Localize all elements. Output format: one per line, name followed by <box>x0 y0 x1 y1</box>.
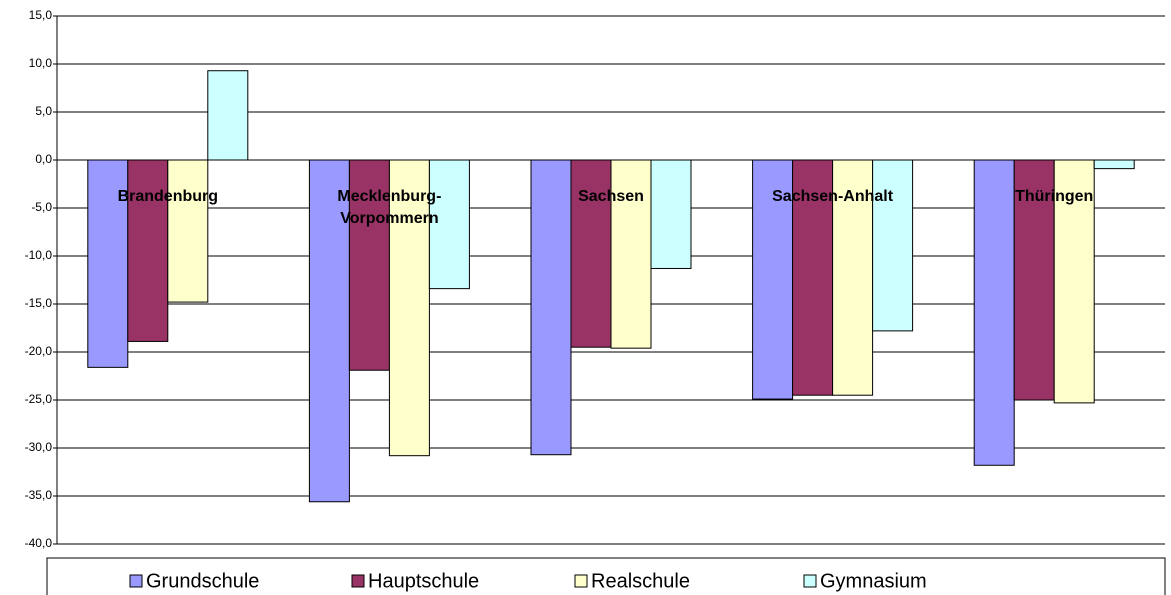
y-tick-label: -20,0 <box>25 344 53 358</box>
legend-label: Hauptschule <box>368 570 479 592</box>
y-tick-label: 5,0 <box>35 104 52 118</box>
bar <box>610 159 652 349</box>
bar <box>1093 159 1135 170</box>
category-label: Sachsen-Anhalt <box>772 188 894 205</box>
bar <box>832 159 874 396</box>
bar <box>348 159 390 371</box>
y-tick-label: -35,0 <box>25 488 53 502</box>
legend-swatch <box>351 574 365 588</box>
bar <box>530 159 572 456</box>
y-tick-label: -25,0 <box>25 392 53 406</box>
y-tick-label: 10,0 <box>29 56 53 70</box>
category-label: Sachsen <box>578 188 644 205</box>
category-label: Thüringen <box>1015 188 1093 205</box>
bar <box>650 159 692 269</box>
bar <box>428 159 470 290</box>
y-tick-label: -30,0 <box>25 440 53 454</box>
legend-swatch <box>129 574 143 588</box>
bar <box>973 159 1015 466</box>
category-label: Mecklenburg- Vorpommern <box>337 188 441 227</box>
legend-swatch <box>803 574 817 588</box>
category-label: Brandenburg <box>118 188 218 205</box>
bar <box>388 159 430 457</box>
y-tick-label: 0,0 <box>35 152 52 166</box>
y-tick-label: -40,0 <box>25 536 53 550</box>
y-tick-label: 15,0 <box>29 8 53 22</box>
bar <box>127 159 169 342</box>
category-label-line: Vorpommern <box>340 210 438 227</box>
bar <box>872 159 914 332</box>
y-tick-label: -10,0 <box>25 248 53 262</box>
y-tick-label: -15,0 <box>25 296 53 310</box>
legend-label: Gymnasium <box>820 570 927 592</box>
legend-swatch <box>574 574 588 588</box>
bar <box>87 159 129 368</box>
bar <box>1053 159 1095 404</box>
legend-label: Realschule <box>591 570 690 592</box>
legend <box>46 557 1166 595</box>
bar <box>1013 159 1055 401</box>
category-label-line: Mecklenburg- <box>337 188 441 205</box>
bar <box>207 70 249 161</box>
y-tick-label: -5,0 <box>31 200 52 214</box>
legend-label: Grundschule <box>146 570 259 592</box>
bar <box>308 159 350 503</box>
bar <box>167 159 209 303</box>
bar <box>792 159 834 396</box>
bar <box>752 159 794 400</box>
